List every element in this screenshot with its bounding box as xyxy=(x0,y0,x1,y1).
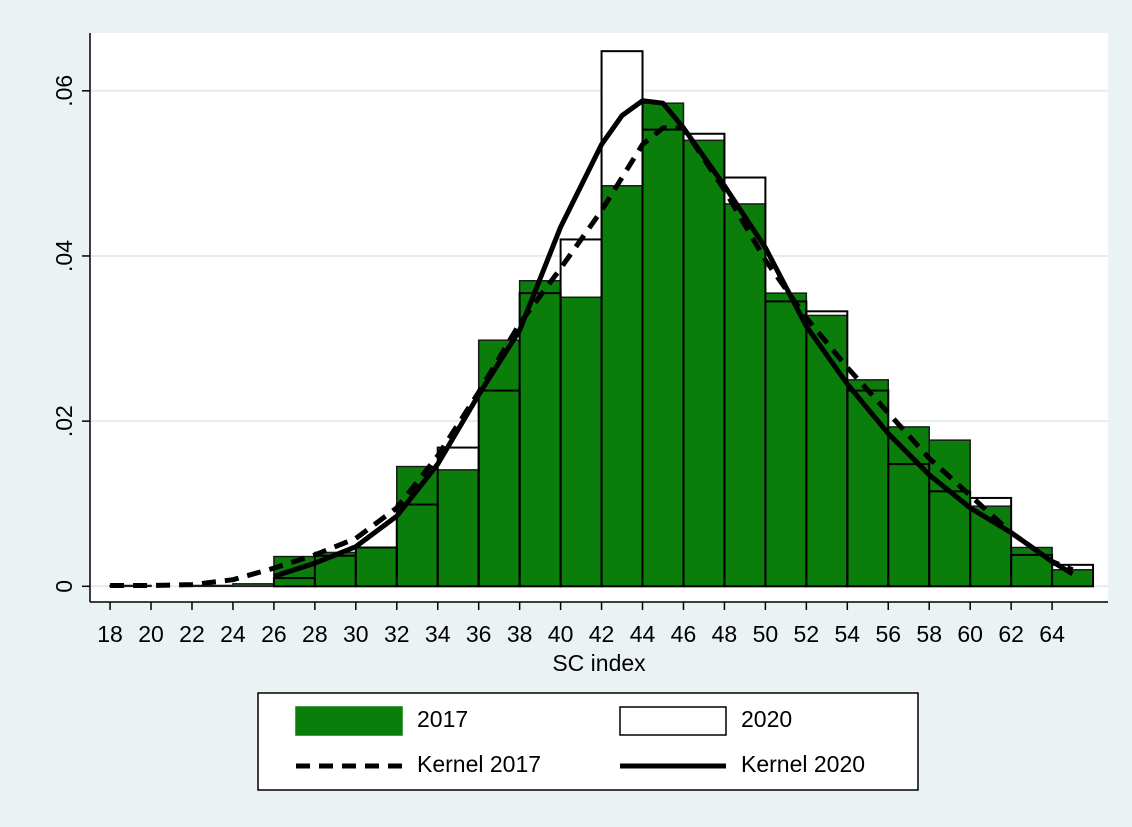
x-tick-label: 40 xyxy=(548,621,574,647)
kernel-line xyxy=(110,125,1074,588)
x-tick-label: 22 xyxy=(179,621,205,647)
bar xyxy=(518,280,562,588)
x-tick-label: 56 xyxy=(875,621,901,647)
x-tick-label: 58 xyxy=(916,621,942,647)
bar xyxy=(559,296,603,588)
x-tick-label: 42 xyxy=(589,621,615,647)
bar xyxy=(600,185,644,588)
legend-label: 2017 xyxy=(417,706,468,732)
x-tick-label: 46 xyxy=(671,621,697,647)
bar-outline xyxy=(969,496,1013,588)
x-tick-label: 60 xyxy=(957,621,983,647)
bar xyxy=(191,584,234,588)
x-tick-label: 38 xyxy=(507,621,533,647)
x-tick-label: 52 xyxy=(794,621,820,647)
bar xyxy=(232,583,275,588)
x-tick-label: 20 xyxy=(138,621,164,647)
x-tick-label: 48 xyxy=(712,621,738,647)
bar xyxy=(436,469,480,588)
legend-swatch xyxy=(619,706,727,736)
bar-outline xyxy=(1051,563,1095,588)
bar xyxy=(682,139,726,588)
x-tick-label: 26 xyxy=(261,621,287,647)
bar xyxy=(928,439,971,588)
x-tick-label: 32 xyxy=(384,621,410,647)
x-tick-label: 50 xyxy=(753,621,779,647)
bar xyxy=(355,546,398,588)
bar xyxy=(641,102,685,588)
bar xyxy=(846,379,890,588)
bar xyxy=(1010,546,1053,588)
bar xyxy=(723,203,767,588)
kernel-line xyxy=(273,98,1074,579)
x-tick-label: 44 xyxy=(630,621,656,647)
y-tick-label: .02 xyxy=(51,405,77,437)
legend-swatch xyxy=(295,706,403,736)
x-tick-label: 64 xyxy=(1039,621,1065,647)
y-tick-label: .04 xyxy=(51,240,77,272)
bar xyxy=(764,292,808,588)
x-tick-label: 30 xyxy=(343,621,369,647)
y-tick-label: .06 xyxy=(51,75,77,107)
x-tick-label: 62 xyxy=(998,621,1024,647)
legend-label: Kernel 2020 xyxy=(741,751,865,777)
legend-label: 2020 xyxy=(741,706,792,732)
x-tick-label: 54 xyxy=(835,621,861,647)
x-tick-label: 34 xyxy=(425,621,451,647)
x-tick-label: 18 xyxy=(97,621,123,647)
x-tick-label: 28 xyxy=(302,621,328,647)
x-tick-label: 24 xyxy=(220,621,246,647)
x-axis-label: SC index xyxy=(552,650,646,676)
x-tick-label: 36 xyxy=(466,621,492,647)
y-tick-label: 0 xyxy=(51,580,77,593)
legend-label: Kernel 2017 xyxy=(417,751,541,777)
